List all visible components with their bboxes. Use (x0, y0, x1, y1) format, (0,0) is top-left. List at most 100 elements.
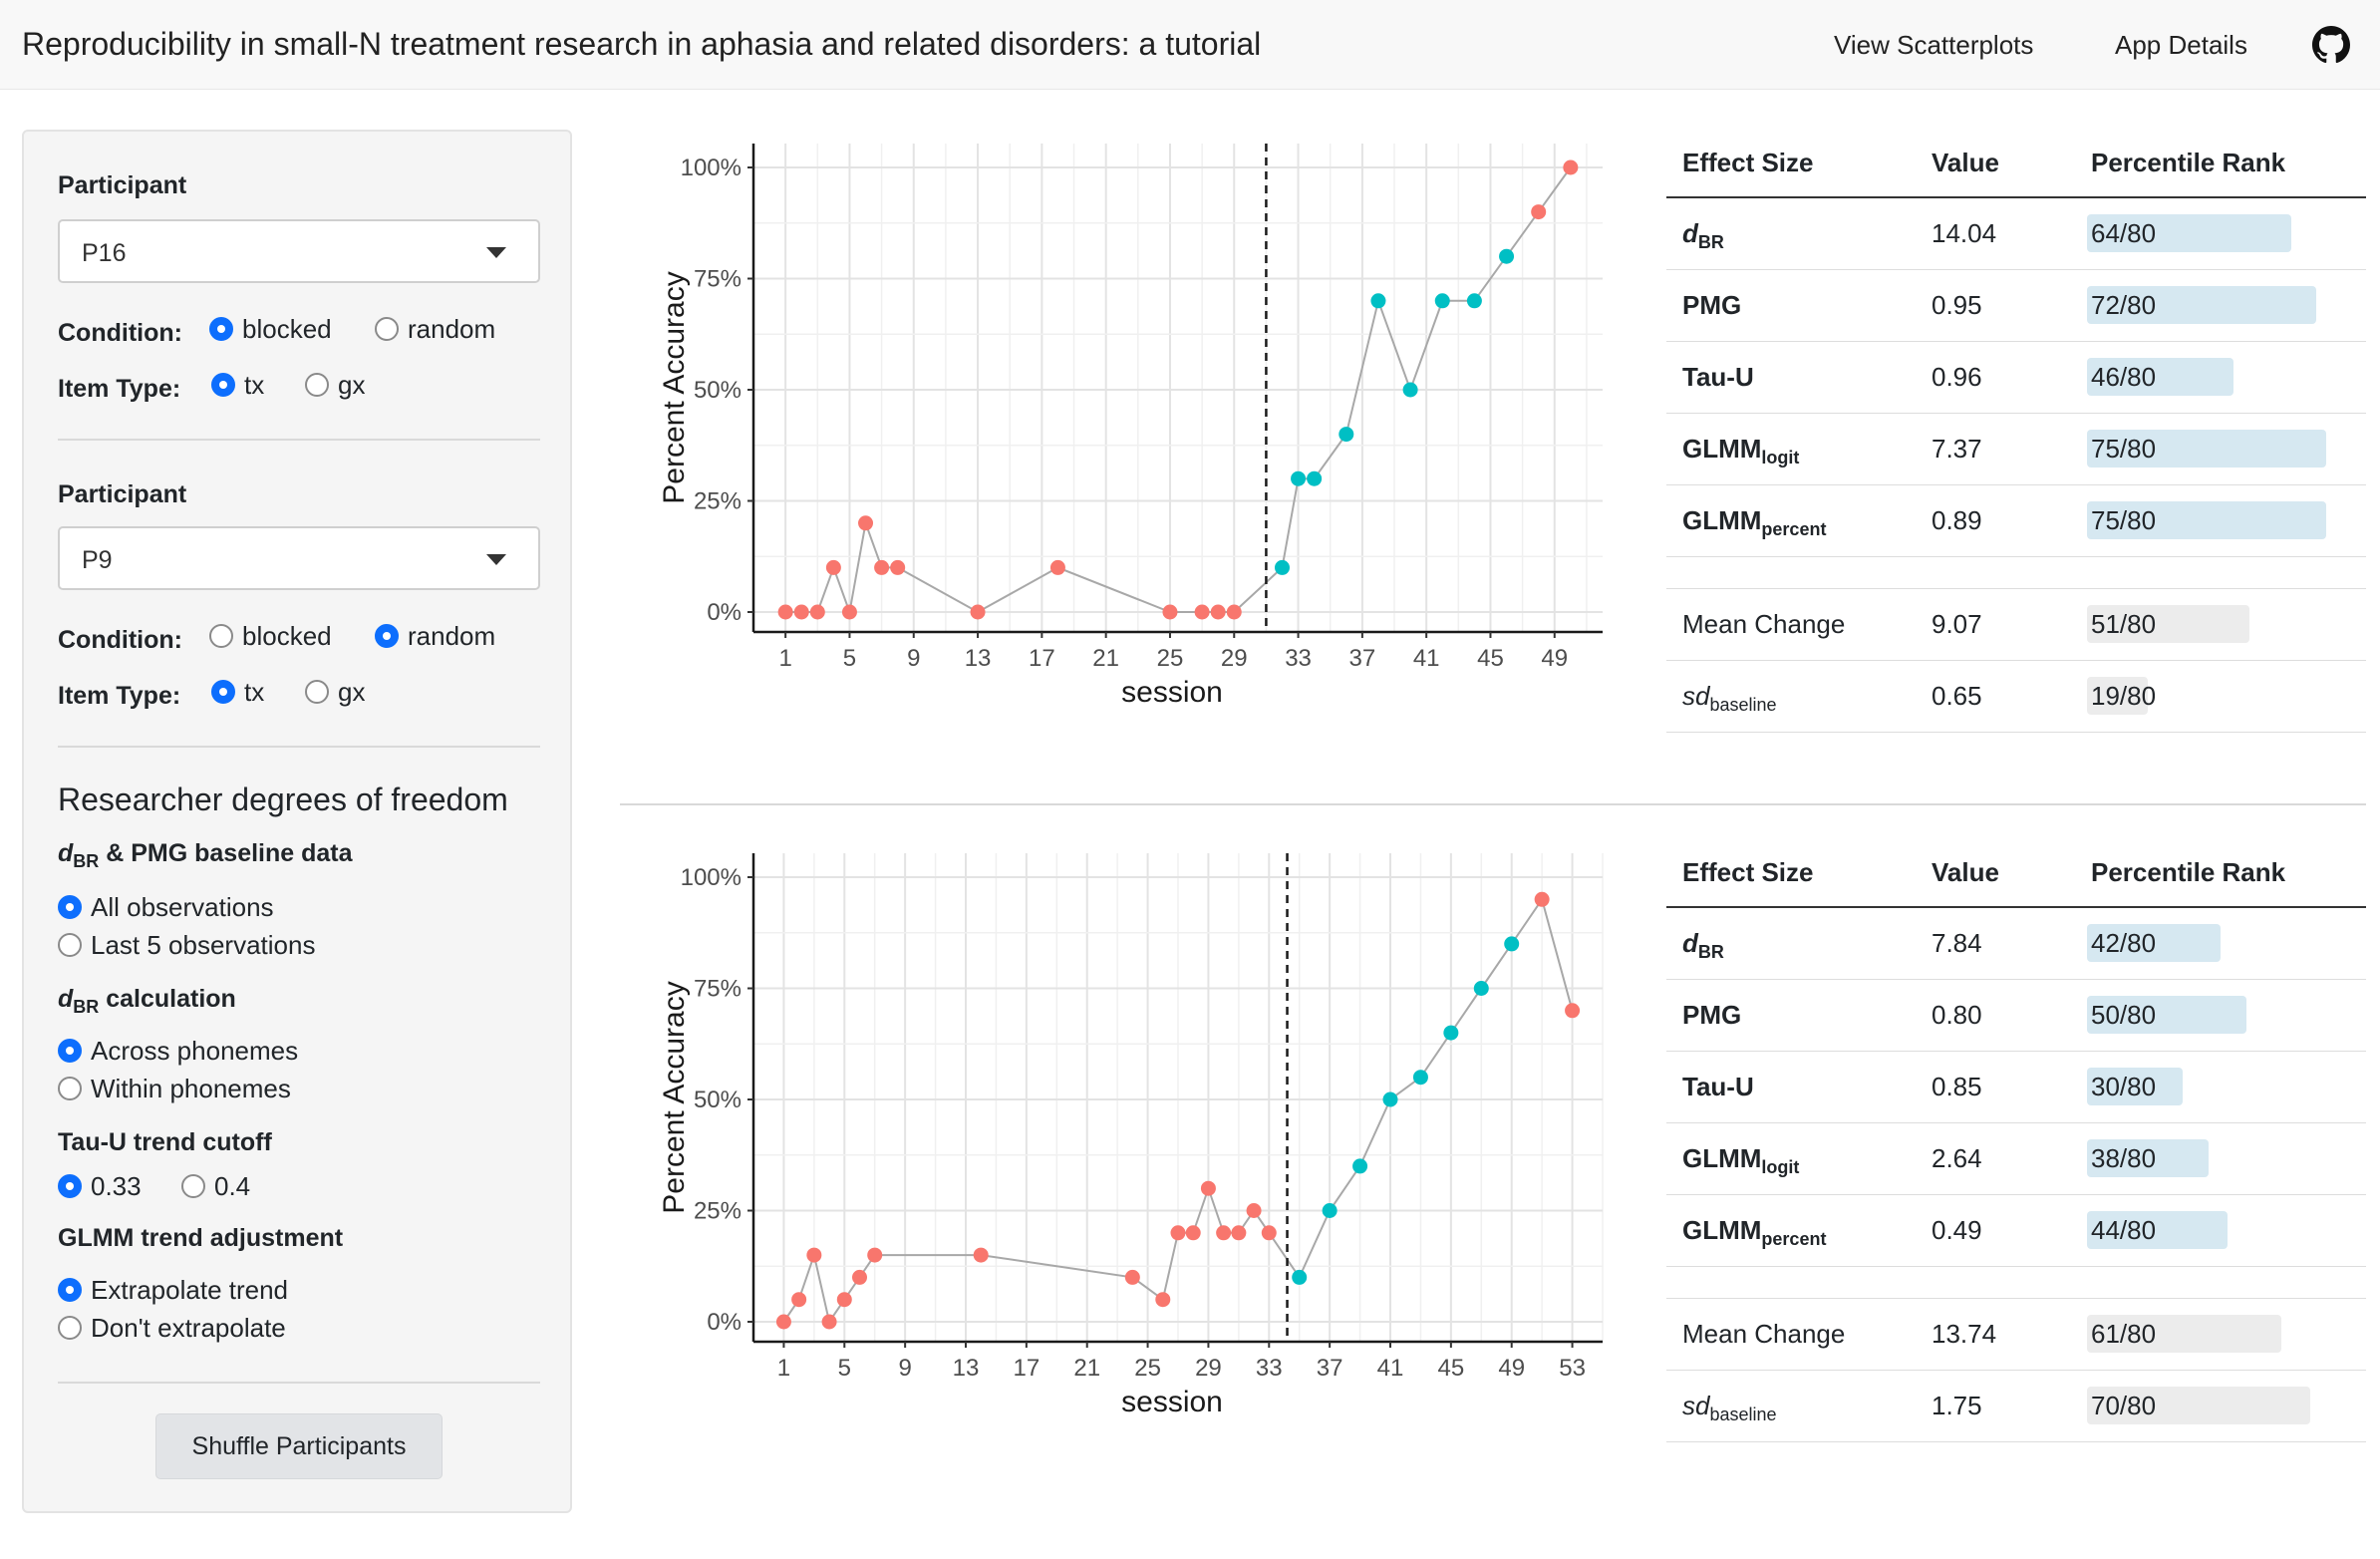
effect-size-name: GLMMlogit (1666, 1122, 1916, 1195)
baseline-point (777, 604, 793, 620)
percentile-rank-cell: 61/80 (2075, 1298, 2366, 1371)
dbr-calculation-label: dBR calculation (58, 985, 236, 1017)
baseline-point (1231, 1225, 1247, 1241)
table-row: GLMMlogit 7.37 75/80 (1666, 413, 2366, 485)
baseline-point (841, 604, 857, 620)
effect-size-name: dBR (1666, 907, 1916, 980)
effect-size-value: 0.96 (1916, 341, 2075, 414)
effect-size-value: 0.49 (1916, 1194, 2075, 1267)
radio-dot (211, 373, 235, 397)
percentile-bar (2087, 429, 2326, 468)
spacer-cell (2075, 556, 2366, 589)
participant-1-value: P16 (82, 239, 127, 267)
x-tick-label: 49 (1541, 645, 1568, 672)
radio-label: Last 5 observations (91, 930, 316, 960)
participant-1-select[interactable]: P16 (58, 219, 540, 283)
baseline-point (806, 1247, 822, 1263)
baseline-point (1049, 559, 1065, 575)
percentile-rank-cell: 19/80 (2075, 660, 2366, 733)
percentile-bar (2087, 1138, 2209, 1177)
percentile-bar (2087, 214, 2291, 252)
baseline-point (852, 1269, 867, 1285)
percentile-rank-cell: 50/80 (2075, 979, 2366, 1052)
x-tick-label: 41 (1377, 1355, 1404, 1382)
baseline-point (793, 604, 809, 620)
percentile-rank-text: 51/80 (2091, 608, 2157, 639)
percentile-bar (2087, 1210, 2228, 1249)
effect-size-value: 1.75 (1916, 1370, 2075, 1442)
treatment-point (1434, 293, 1450, 309)
nav-link-view-scatterplots[interactable]: View Scatterplots (1834, 30, 2034, 60)
x-axis-title: session (1121, 676, 1223, 709)
y-tick-label: 100% (681, 155, 742, 181)
radio-label: Across phonemes (91, 1036, 299, 1066)
label-rest: calculation (99, 985, 236, 1013)
radio-dot (375, 317, 399, 341)
spacer-cell (2075, 1266, 2366, 1299)
radio-dot (209, 317, 233, 341)
percentile-bar (2087, 1314, 2281, 1353)
dbr-subscript: BR (73, 851, 100, 871)
participant-2-select[interactable]: P9 (58, 526, 540, 590)
radio-label: Don't extrapolate (91, 1313, 286, 1343)
y-tick-label: 0% (707, 599, 742, 626)
x-tick-label: 17 (1014, 1355, 1041, 1382)
radio-label: 0.4 (214, 1171, 251, 1201)
effect-size-name: Tau-U (1666, 341, 1916, 414)
shuffle-participants-button[interactable]: Shuffle Participants (155, 1413, 443, 1479)
percentile-rank-cell: 46/80 (2075, 341, 2366, 414)
effect-size-name: dBR (1666, 197, 1916, 270)
percentile-rank-cell: 75/80 (2075, 484, 2366, 557)
radio-dot (58, 1316, 82, 1340)
treatment-point (1291, 470, 1307, 486)
x-axis-title: session (1121, 1386, 1223, 1418)
baseline-point (1170, 1225, 1186, 1241)
effect-size-name: GLMMpercent (1666, 484, 1916, 557)
percentile-bar (2087, 357, 2233, 396)
sidebar-panel: Participant P16 Condition: blocked rando… (22, 130, 572, 1513)
treatment-point (1322, 1203, 1338, 1218)
baseline-point (821, 1314, 837, 1330)
participant-1-label: Participant (58, 171, 187, 199)
baseline-point (1226, 604, 1242, 620)
x-tick-label: 5 (838, 1355, 851, 1382)
table-header-row: Effect Size Value Percentile Rank (1666, 839, 2366, 908)
radio-dot (58, 1077, 82, 1100)
radio-dot (58, 933, 82, 957)
x-tick-label: 45 (1438, 1355, 1465, 1382)
radio-label: gx (338, 677, 366, 707)
participant-2-value: P9 (82, 546, 113, 574)
percentile-rank-text: 75/80 (2091, 433, 2157, 464)
percentile-bar (2087, 995, 2246, 1034)
participant-2-label: Participant (58, 480, 187, 508)
github-icon[interactable] (2312, 26, 2350, 64)
treatment-point (1473, 981, 1489, 996)
effect-size-value: 0.95 (1916, 269, 2075, 342)
itemtype-1-label: Item Type: (58, 375, 181, 403)
divider (58, 746, 540, 748)
x-tick-label: 29 (1221, 645, 1248, 672)
nav-link-app-details[interactable]: App Details (2115, 30, 2247, 60)
radio-dot (58, 895, 82, 919)
effect-size-value: 7.84 (1916, 907, 2075, 980)
table-row: Tau-U 0.85 30/80 (1666, 1051, 2366, 1123)
column-header: Effect Size (1666, 839, 1916, 908)
column-header: Value (1916, 130, 2075, 198)
treatment-point (1504, 936, 1520, 952)
y-tick-label: 75% (694, 266, 742, 293)
effect-size-name: Mean Change (1666, 1298, 1916, 1371)
dbr-pmg-baseline-label: dBR & PMG baseline data (58, 839, 353, 871)
percentile-bar (2087, 924, 2221, 962)
treatment-point (1382, 1091, 1398, 1107)
x-tick-label: 25 (1134, 1355, 1161, 1382)
effect-size-name: sdbaseline (1666, 1370, 1916, 1442)
percentile-rank-cell: 75/80 (2075, 413, 2366, 485)
baseline-point (874, 559, 890, 575)
x-tick-label: 37 (1349, 645, 1376, 672)
radio-dot (58, 1278, 82, 1302)
radio-label: Within phonemes (91, 1074, 291, 1103)
dbr-subscript: BR (73, 997, 100, 1017)
column-header: Percentile Rank (2075, 839, 2366, 908)
percentile-bar (2087, 604, 2249, 643)
x-tick-label: 33 (1285, 645, 1312, 672)
